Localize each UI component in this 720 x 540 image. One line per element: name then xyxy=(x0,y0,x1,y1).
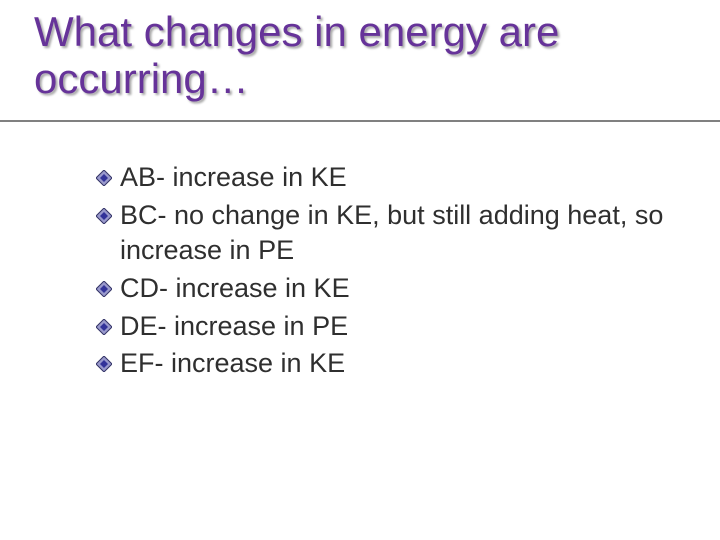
list-item-text: EF- increase in KE xyxy=(120,346,670,382)
list-item-text: AB- increase in KE xyxy=(120,160,670,196)
list-item: BC- no change in KE, but still adding he… xyxy=(96,198,670,269)
slide-title: What changes in energy are occurring… xyxy=(34,8,680,102)
list-item-text: DE- increase in PE xyxy=(120,309,670,345)
slide-body: AB- increase in KE BC- no change in KE, … xyxy=(96,160,670,384)
list-item: CD- increase in KE xyxy=(96,271,670,307)
list-item: AB- increase in KE xyxy=(96,160,670,196)
list-item: DE- increase in PE xyxy=(96,309,670,345)
diamond-bullet-icon xyxy=(96,170,112,186)
diamond-bullet-icon xyxy=(96,319,112,335)
diamond-bullet-icon xyxy=(96,208,112,224)
diamond-bullet-icon xyxy=(96,356,112,372)
slide: What changes in energy are occurring… AB… xyxy=(0,0,720,540)
list-item-text: CD- increase in KE xyxy=(120,271,670,307)
list-item-text: BC- no change in KE, but still adding he… xyxy=(120,198,670,269)
list-item: EF- increase in KE xyxy=(96,346,670,382)
diamond-bullet-icon xyxy=(96,281,112,297)
title-underline xyxy=(0,120,720,122)
